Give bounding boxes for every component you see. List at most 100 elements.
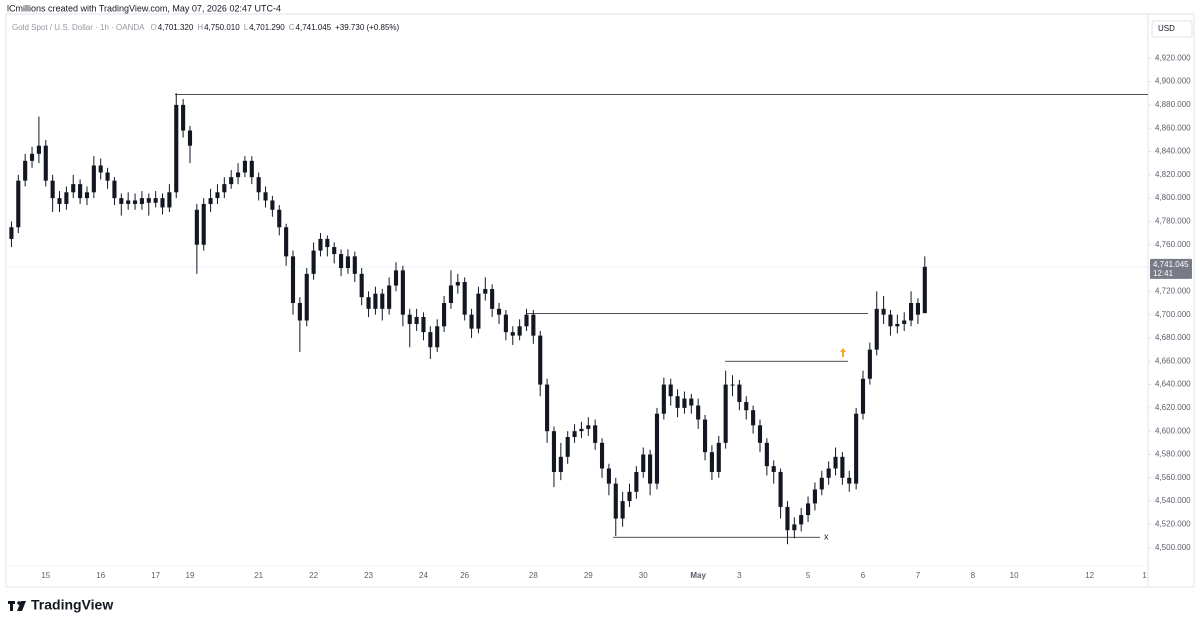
- candle-body: [599, 442, 605, 469]
- candle-body: [840, 456, 845, 478]
- candle-body: [91, 165, 96, 193]
- candle-body: [496, 308, 502, 315]
- candle-body: [448, 285, 454, 303]
- candle-body: [393, 270, 399, 286]
- y-tick-label: 4,780.000: [1155, 217, 1191, 226]
- candle-body: [819, 477, 824, 490]
- candle-body: [751, 410, 756, 426]
- candle-body: [153, 198, 158, 203]
- candle-body: [339, 254, 344, 269]
- candle-body: [613, 483, 618, 519]
- candle-body: [476, 293, 481, 329]
- ohlc-value: 4,701.290: [249, 23, 285, 32]
- candle-body: [833, 456, 838, 469]
- x-tick-label: 10: [1010, 571, 1019, 580]
- x-tick-label: 21: [254, 571, 263, 580]
- candle-body: [442, 302, 447, 327]
- candle-body: [455, 282, 460, 286]
- ohlc-label: O: [151, 23, 157, 32]
- candle-body: [119, 198, 124, 204]
- candle-body: [874, 308, 879, 350]
- y-tick-label: 4,860.000: [1155, 123, 1191, 132]
- candle-body: [744, 402, 749, 411]
- y-tick-label: 4,680.000: [1155, 333, 1191, 342]
- y-tick-label: 4,600.000: [1155, 426, 1191, 435]
- candle-body: [483, 289, 488, 294]
- x-tick-label: 3: [737, 571, 742, 580]
- candle-body: [593, 425, 598, 443]
- candle-body: [345, 256, 350, 269]
- candle-body: [16, 180, 21, 228]
- candle-body: [407, 314, 412, 324]
- y-tick-label: 4,700.000: [1155, 310, 1191, 319]
- ohlc-value: 4,750.010: [204, 23, 240, 32]
- candle-body: [902, 320, 907, 324]
- candle-body: [98, 165, 103, 173]
- candle-body: [867, 349, 872, 379]
- currency-button[interactable]: [1151, 20, 1193, 38]
- candle-body: [812, 489, 817, 504]
- candle-body: [922, 266, 927, 314]
- x-tick-label: 16: [96, 571, 105, 580]
- candle-body: [236, 172, 241, 178]
- x-tick-label: 15: [41, 571, 50, 580]
- candle-body: [737, 384, 742, 403]
- logo: [8, 601, 26, 611]
- candle-body: [606, 468, 611, 484]
- candle-body: [648, 454, 653, 484]
- candle-body: [888, 314, 893, 327]
- candle-body: [538, 335, 543, 385]
- candle-body: [792, 524, 797, 531]
- candle-body: [139, 198, 144, 204]
- candle-body: [105, 172, 110, 181]
- candle-body: [181, 104, 186, 131]
- candle-body: [36, 145, 41, 154]
- candle-body: [689, 398, 694, 406]
- candle-body: [84, 192, 90, 199]
- candle-body: [558, 456, 563, 472]
- ohlc-label: C: [289, 23, 295, 32]
- candle-body: [29, 153, 35, 161]
- candle-body: [524, 314, 529, 327]
- y-tick-label: 4,500.000: [1155, 543, 1191, 552]
- candle-body: [229, 177, 234, 185]
- x-tick-label: 23: [364, 571, 373, 580]
- y-tick-label: 4,840.000: [1155, 147, 1191, 156]
- x-tick-label: 17: [151, 571, 160, 580]
- candle-body: [290, 256, 296, 303]
- x-tick-label: 1: [1142, 571, 1147, 580]
- candle-body: [847, 477, 852, 484]
- candle-body: [325, 238, 330, 248]
- candle-body: [242, 160, 247, 173]
- y-tick-label: 4,920.000: [1155, 53, 1191, 62]
- candle-body: [194, 209, 199, 245]
- candle-body: [352, 256, 357, 274]
- candle-body: [620, 501, 625, 519]
- candle-body: [160, 198, 165, 208]
- candle-body: [414, 316, 419, 324]
- candle-body: [71, 184, 76, 193]
- y-tick-label: 4,880.000: [1155, 100, 1191, 109]
- candle-body: [435, 326, 440, 348]
- x-tick-label: 26: [460, 571, 469, 580]
- y-tick-label: 4,640.000: [1155, 380, 1191, 389]
- candle-body: [709, 452, 714, 472]
- candle-body: [277, 209, 282, 228]
- x-tick-label: 6: [861, 571, 866, 580]
- candle-body: [462, 282, 467, 315]
- candle-body: [201, 203, 206, 245]
- candle-body: [187, 130, 193, 146]
- x-tick-label: May: [690, 571, 706, 580]
- x-tick-label: 22: [309, 571, 318, 580]
- countdown: 12:41: [1153, 269, 1174, 278]
- candle-body: [826, 468, 831, 478]
- candle-body: [531, 314, 536, 336]
- candle-body: [675, 396, 680, 408]
- candle-body: [579, 428, 584, 432]
- candle-body: [503, 314, 508, 333]
- candle-body: [723, 384, 728, 443]
- y-tick-label: 4,900.000: [1155, 77, 1191, 86]
- candle-body: [359, 273, 364, 298]
